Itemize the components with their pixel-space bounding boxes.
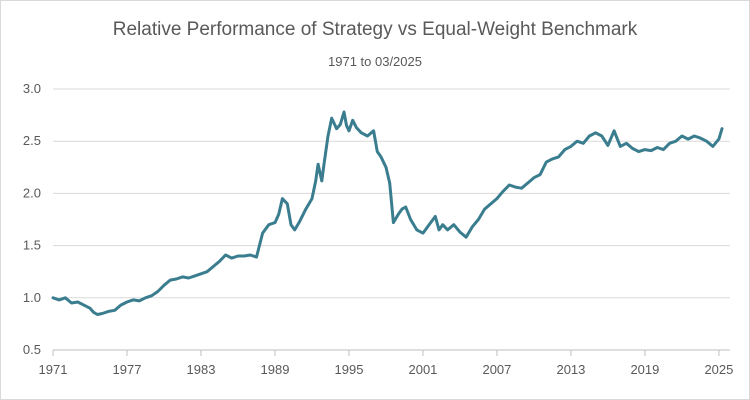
x-tick-label: 2001 <box>408 362 437 377</box>
x-tick-label: 2025 <box>704 362 733 377</box>
y-tick-label: 0.5 <box>23 342 41 357</box>
series-line <box>51 110 724 316</box>
chart-title: Relative Performance of Strategy vs Equa… <box>112 19 638 40</box>
x-tick-label: 2013 <box>556 362 585 377</box>
x-tick-label: 1995 <box>335 362 364 377</box>
chart-subtitle: 1971 to 03/2025 <box>328 54 422 69</box>
y-tick-label: 2.5 <box>23 133 41 148</box>
y-tick-label: 1.5 <box>23 238 41 253</box>
y-tick-label: 1.0 <box>23 290 41 305</box>
x-tick-label: 2019 <box>630 362 659 377</box>
x-tick-label: 1971 <box>39 362 68 377</box>
x-tick-label: 1977 <box>113 362 142 377</box>
x-tick-label: 1983 <box>187 362 216 377</box>
x-tick-label: 1989 <box>261 362 290 377</box>
y-tick-label: 3.0 <box>23 81 41 96</box>
y-tick-label: 2.0 <box>23 185 41 200</box>
x-tick-label: 2007 <box>482 362 511 377</box>
